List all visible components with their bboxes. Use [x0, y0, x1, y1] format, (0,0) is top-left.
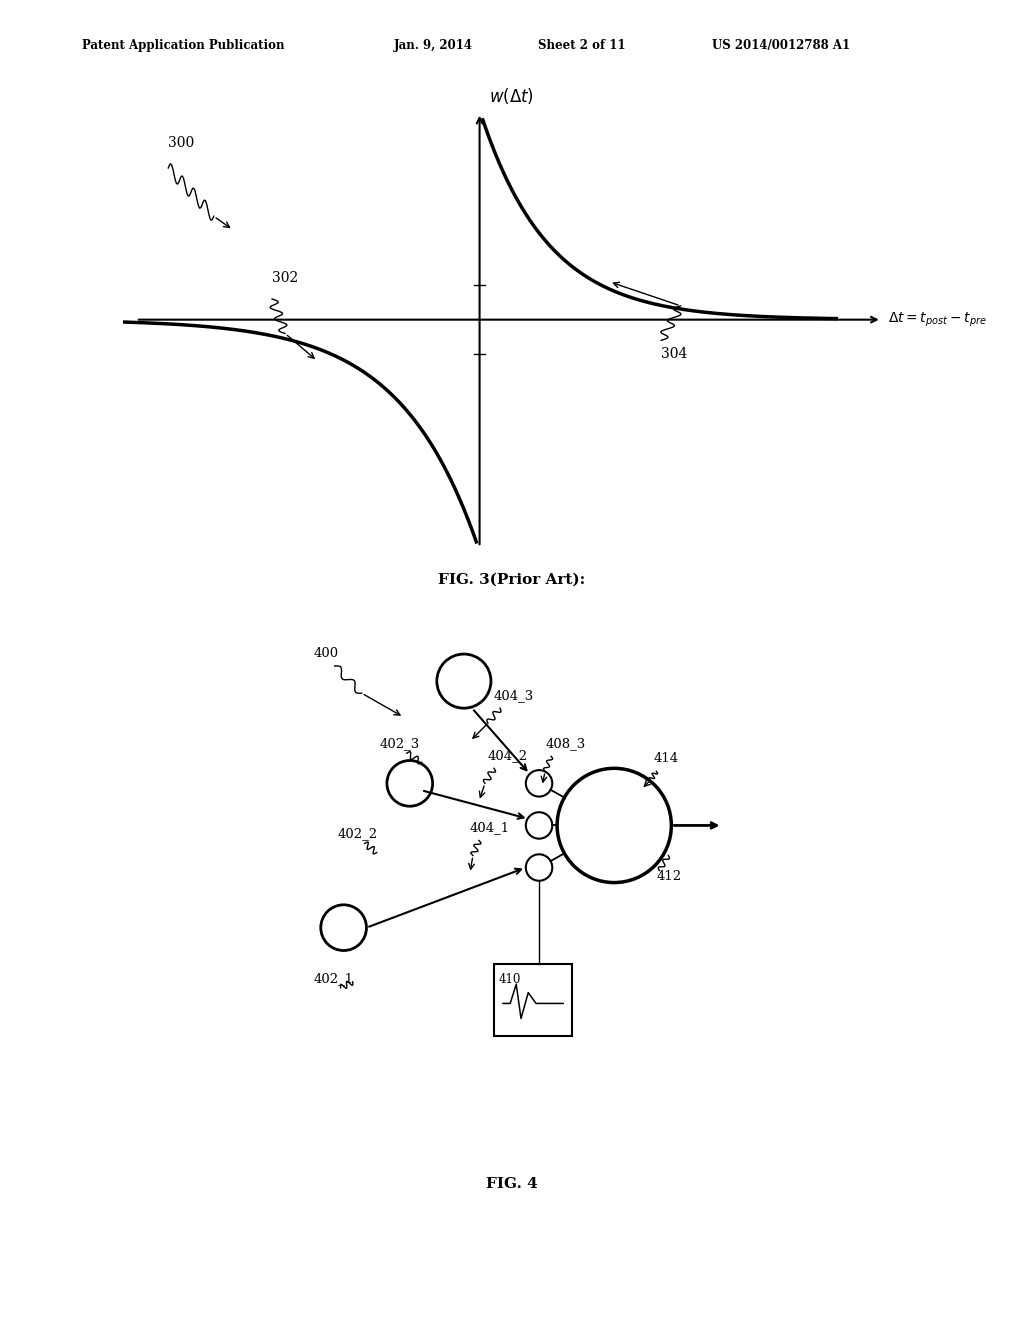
Text: FIG. 4: FIG. 4	[486, 1177, 538, 1191]
Text: 404_2: 404_2	[488, 750, 528, 762]
Text: US 2014/0012788 A1: US 2014/0012788 A1	[712, 38, 850, 51]
Text: $w(\Delta t)$: $w(\Delta t)$	[489, 86, 535, 106]
Text: Jan. 9, 2014: Jan. 9, 2014	[394, 38, 473, 51]
Text: 402_3: 402_3	[380, 738, 420, 750]
Text: Patent Application Publication: Patent Application Publication	[82, 38, 285, 51]
Text: 304: 304	[662, 347, 687, 360]
Text: 400: 400	[313, 647, 339, 660]
Text: 302: 302	[272, 271, 298, 285]
Text: 402_1: 402_1	[313, 972, 353, 985]
Text: 412: 412	[656, 870, 681, 883]
Text: 408_3: 408_3	[545, 738, 586, 750]
Text: $\Delta t = t_{post} - t_{pre}$: $\Delta t = t_{post} - t_{pre}$	[888, 310, 987, 329]
Text: 402_2: 402_2	[338, 828, 378, 841]
Bar	[494, 964, 572, 1036]
Text: 414: 414	[653, 752, 679, 766]
Text: 404_3: 404_3	[494, 689, 535, 702]
Text: FIG. 3(Prior Art):: FIG. 3(Prior Art):	[438, 573, 586, 586]
Text: 410: 410	[498, 973, 520, 986]
Text: 404_1: 404_1	[470, 821, 510, 834]
Text: Sheet 2 of 11: Sheet 2 of 11	[538, 38, 625, 51]
Text: 300: 300	[168, 136, 195, 150]
